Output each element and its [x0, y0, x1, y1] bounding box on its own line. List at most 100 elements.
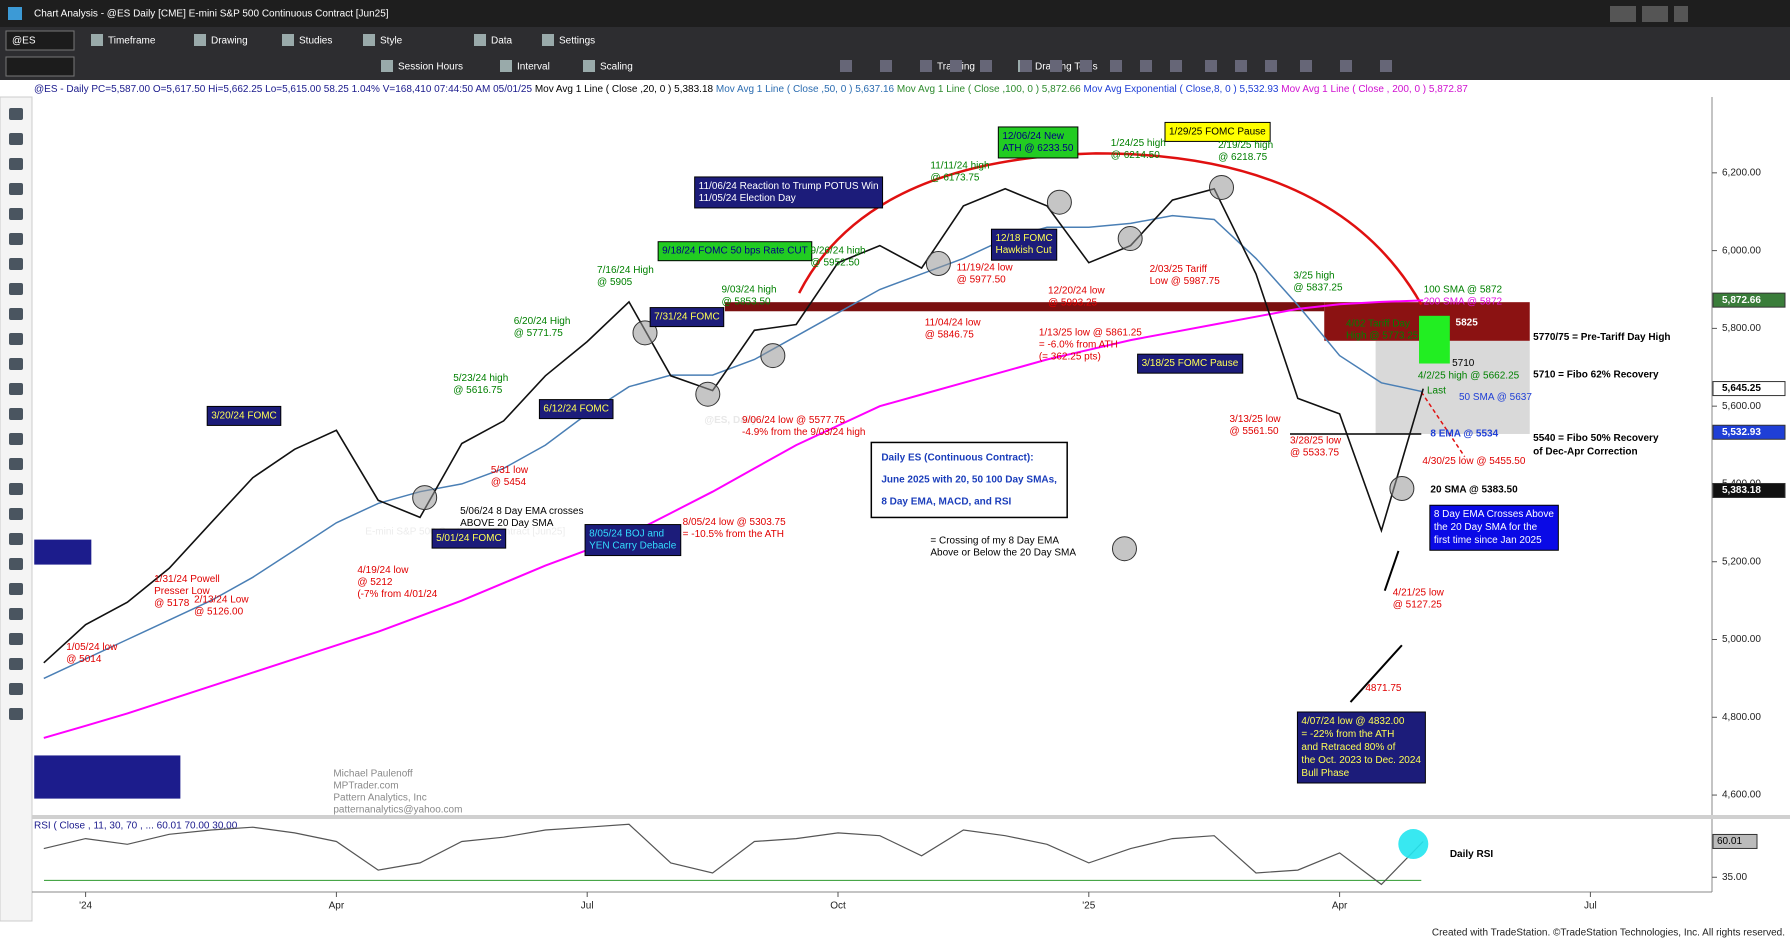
- toolbar-icon[interactable]: [381, 60, 393, 72]
- toolbar-icon[interactable]: [1080, 60, 1092, 72]
- crossing-marker: [695, 381, 721, 407]
- tool-icon[interactable]: [9, 258, 23, 270]
- tool-icon[interactable]: [9, 333, 23, 345]
- annotation: Michael Paulenoff: [333, 768, 413, 779]
- window-button[interactable]: [1610, 6, 1636, 22]
- toolbar-icon[interactable]: [542, 34, 554, 46]
- dropdown[interactable]: [5, 56, 75, 77]
- toolbar-icon[interactable]: [1235, 60, 1247, 72]
- annotation: 11/19/24 low: [957, 263, 1014, 274]
- rsi-tag-label: 60.01: [1717, 836, 1742, 847]
- toolbar-icon[interactable]: [1140, 60, 1152, 72]
- annotation: 8/05/24 BOJ and: [589, 529, 664, 540]
- toolbar-button[interactable]: Drawing: [211, 36, 248, 47]
- tool-icon[interactable]: [9, 183, 23, 195]
- tool-icon[interactable]: [9, 433, 23, 445]
- toolbar-icon[interactable]: [1020, 60, 1032, 72]
- tool-icon[interactable]: [9, 458, 23, 470]
- toolbar-button[interactable]: Data: [491, 36, 513, 47]
- tool-icon[interactable]: [9, 583, 23, 595]
- tool-icon[interactable]: [9, 358, 23, 370]
- tool-icon[interactable]: [9, 208, 23, 220]
- toolbar-icon[interactable]: [840, 60, 852, 72]
- dashed-path: [1420, 391, 1466, 458]
- annotation: 9/03/24 high: [721, 284, 776, 295]
- toolbar-icon[interactable]: [1170, 60, 1182, 72]
- toolbar-icon[interactable]: [1050, 60, 1062, 72]
- toolbar-icon[interactable]: [980, 60, 992, 72]
- rsi-header: RSI ( Close , 11, 30, 70 , ... 60.01 70.…: [34, 821, 238, 832]
- annotation: the Oct. 2023 to Dec. 2024: [1301, 755, 1421, 766]
- tool-icon[interactable]: [9, 383, 23, 395]
- annotation: @ 6218.75: [1218, 152, 1268, 163]
- tool-icon[interactable]: [9, 483, 23, 495]
- annotation: @ 5993.25: [1048, 297, 1098, 308]
- toolbar-icon[interactable]: [1340, 60, 1352, 72]
- toolbar-icon[interactable]: [1300, 60, 1312, 72]
- toolbar-icon[interactable]: [1380, 60, 1392, 72]
- toolbar-icon[interactable]: [920, 60, 932, 72]
- tool-icon[interactable]: [9, 233, 23, 245]
- toolbar-icon[interactable]: [363, 34, 375, 46]
- annotation: YEN Carry Debacle: [589, 541, 677, 552]
- window-button[interactable]: [1642, 6, 1668, 22]
- toolbar-button[interactable]: Interval: [517, 62, 550, 73]
- window-button[interactable]: [1674, 6, 1688, 22]
- tool-icon[interactable]: [9, 708, 23, 720]
- toolbar-icon[interactable]: [950, 60, 962, 72]
- symbol-input[interactable]: [5, 30, 75, 51]
- annotation: 4871.75: [1365, 683, 1402, 694]
- annotation: 50 SMA @ 5637: [1459, 392, 1532, 403]
- toolbar-button[interactable]: Scaling: [600, 62, 633, 73]
- tool-icon[interactable]: [9, 508, 23, 520]
- toolbar-button[interactable]: Drawing Tools: [1035, 62, 1098, 73]
- annotation: @ 5533.75: [1290, 447, 1340, 458]
- toolbar-button[interactable]: Settings: [559, 36, 595, 47]
- toolbar-icon[interactable]: [880, 60, 892, 72]
- annotation: 9/18/24 FOMC 50 bps Rate CUT: [662, 246, 808, 257]
- toolbar-icon[interactable]: [1265, 60, 1277, 72]
- toolbar-icon[interactable]: [583, 60, 595, 72]
- tool-icon[interactable]: [9, 683, 23, 695]
- annotation: Last: [1427, 385, 1446, 396]
- tool-icon[interactable]: [9, 608, 23, 620]
- tool-icon[interactable]: [9, 658, 23, 670]
- tool-icon[interactable]: [9, 158, 23, 170]
- toolbar-button[interactable]: Timeframe: [108, 36, 156, 47]
- toolbar-icon[interactable]: [1205, 60, 1217, 72]
- toolbar-icon[interactable]: [91, 34, 103, 46]
- tool-icon[interactable]: [9, 558, 23, 570]
- toolbar-icon[interactable]: [1110, 60, 1122, 72]
- annotation: 5/06/24 8 Day EMA crosses: [460, 506, 583, 517]
- tool-icon[interactable]: [9, 308, 23, 320]
- trend-line: [1383, 550, 1400, 592]
- y-tick-label: 4,800.00: [1722, 712, 1761, 723]
- symbol-text[interactable]: @ES: [12, 36, 36, 47]
- toolbar-button[interactable]: Studies: [299, 36, 332, 47]
- toolbar-icon[interactable]: [474, 34, 486, 46]
- toolbar-icon[interactable]: [500, 60, 512, 72]
- tool-icon[interactable]: [9, 108, 23, 120]
- tool-icon[interactable]: [9, 408, 23, 420]
- annotation: 5825: [1456, 317, 1479, 328]
- annotation: ATH @ 6233.50: [1002, 143, 1074, 154]
- crossing-marker: [925, 251, 951, 277]
- toolbar-icon[interactable]: [282, 34, 294, 46]
- tool-icon[interactable]: [9, 533, 23, 545]
- price-tag: [1712, 482, 1786, 498]
- toolbar-icon[interactable]: [194, 34, 206, 46]
- annotation: Pattern Analytics, Inc: [333, 792, 426, 803]
- annotation: 2/03/25 Tariff: [1150, 264, 1208, 275]
- toolbar-button[interactable]: Session Hours: [398, 62, 463, 73]
- annotation: 7/31/24 FOMC: [654, 312, 720, 323]
- toolbar-button[interactable]: Style: [380, 36, 403, 47]
- tool-icon[interactable]: [9, 283, 23, 295]
- title-bar: [0, 0, 1790, 27]
- tool-icon[interactable]: [9, 133, 23, 145]
- annotation: = -22% from the ATH: [1301, 729, 1394, 740]
- series-line: [43, 187, 1424, 664]
- tool-icon[interactable]: [9, 633, 23, 645]
- annotation: 3/13/25 low: [1230, 414, 1282, 425]
- study-info-segment: Mov Avg 1 Line ( Close ,50, 0 ) 5,637.16: [716, 84, 897, 95]
